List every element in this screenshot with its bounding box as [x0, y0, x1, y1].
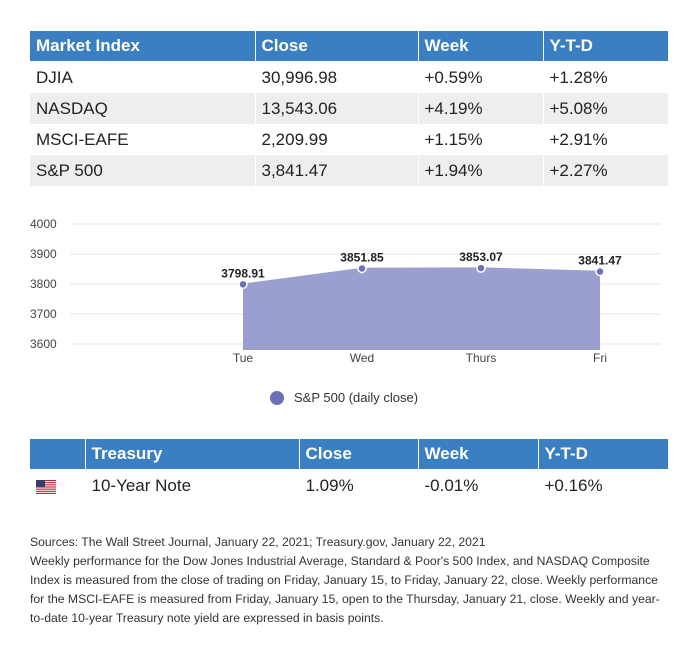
data-point: [357, 263, 367, 274]
header-week: Week: [418, 31, 544, 62]
sp500-area-chart: 3600 3700 3800 3900 4000 3798.91 Tue 3851.85 Wed…: [0, 208, 700, 438]
table-row: S&P 500 3,841.47 +1.94% +2.27%: [30, 155, 668, 186]
data-point: [476, 263, 486, 273]
index-close: 2,209.99: [255, 124, 419, 155]
index-name: MSCI-EAFE: [30, 124, 256, 155]
index-close: 30,996.98: [255, 61, 419, 93]
x-tick-label: Tue: [233, 351, 254, 365]
y-tick-label: 4000: [30, 217, 57, 231]
sources-line: Sources: The Wall Street Journal, Januar…: [30, 535, 486, 549]
chart-legend: S&P 500 (daily close): [270, 390, 418, 405]
index-name: S&P 500: [30, 155, 256, 186]
market-index-table: Market Index Close Week Y-T-D DJIA 30,99…: [30, 31, 668, 186]
index-close: 13,543.06: [255, 93, 419, 124]
treasury-table: Treasury Close Week Y-T-D: [30, 439, 668, 501]
header-market-index: Market Index: [30, 31, 256, 62]
series-line: [242, 267, 601, 286]
header-ytd: Y-T-D: [543, 31, 668, 62]
data-label: 3798.91: [221, 266, 265, 280]
y-tick-label: 3600: [30, 337, 57, 351]
series-area: [243, 268, 600, 350]
chart-canvas: 3600 3700 3800 3900 4000 3798.91 Tue 3851.85 Wed…: [30, 217, 660, 365]
y-tick-label: 3900: [30, 247, 57, 261]
methodology-text: Weekly performance for the Dow Jones Ind…: [30, 554, 660, 625]
treasury-table-header: Treasury Close Week Y-T-D: [30, 439, 668, 470]
header-close: Close: [299, 439, 419, 470]
treasury-label: 10-Year Note: [85, 469, 300, 501]
treasury-week: -0.01%: [418, 469, 539, 501]
index-ytd: +1.28%: [549, 67, 608, 87]
data-label: 3851.85: [340, 250, 384, 264]
legend-label: S&P 500 (daily close): [294, 390, 419, 405]
index-name: DJIA: [30, 61, 256, 93]
header-week: Week: [418, 439, 539, 470]
market-table-header: Market Index Close Week Y-T-D: [30, 31, 668, 62]
us-flag-icon: [36, 479, 56, 495]
index-ytd: +5.08%: [543, 93, 668, 124]
data-point: [238, 279, 248, 290]
header-ytd: Y-T-D: [538, 439, 668, 470]
index-name: NASDAQ: [30, 93, 256, 124]
index-ytd: +2.27%: [543, 155, 668, 186]
index-week: +1.94%: [418, 155, 544, 186]
index-close: 3,841.47: [255, 155, 419, 186]
x-tick-label: Thurs: [466, 351, 497, 365]
index-week: +0.59%: [418, 61, 544, 93]
x-tick-label: Fri: [593, 351, 607, 365]
table-row: MSCI-EAFE 2,209.99 +1.15% +2.91%: [30, 124, 668, 155]
y-tick-label: 3800: [30, 277, 57, 291]
treasury-close: 1.09%: [299, 469, 419, 501]
table-row: 10-Year Note 1.09% -0.01% +0.16%: [30, 469, 668, 501]
table-row: DJIA 30,996.98 +0.59% +1.28%: [30, 61, 668, 93]
index-week: +1.15%: [418, 124, 544, 155]
data-point: [595, 266, 605, 277]
x-tick-label: Wed: [350, 351, 374, 365]
header-treasury: Treasury: [85, 439, 300, 470]
legend-marker: [270, 390, 284, 405]
y-tick-label: 3700: [30, 307, 57, 321]
data-label: 3853.07: [459, 250, 503, 264]
flag-cell: [30, 469, 86, 501]
header-flag: [30, 439, 86, 470]
index-week: +4.19%: [418, 93, 544, 124]
source-notes: Sources: The Wall Street Journal, Januar…: [30, 533, 670, 628]
index-ytd: +2.91%: [549, 129, 608, 149]
data-label: 3841.47: [578, 254, 622, 268]
table-row: NASDAQ 13,543.06 +4.19% +5.08%: [30, 93, 668, 124]
treasury-ytd: +0.16%: [544, 475, 603, 495]
header-close: Close: [255, 31, 419, 62]
